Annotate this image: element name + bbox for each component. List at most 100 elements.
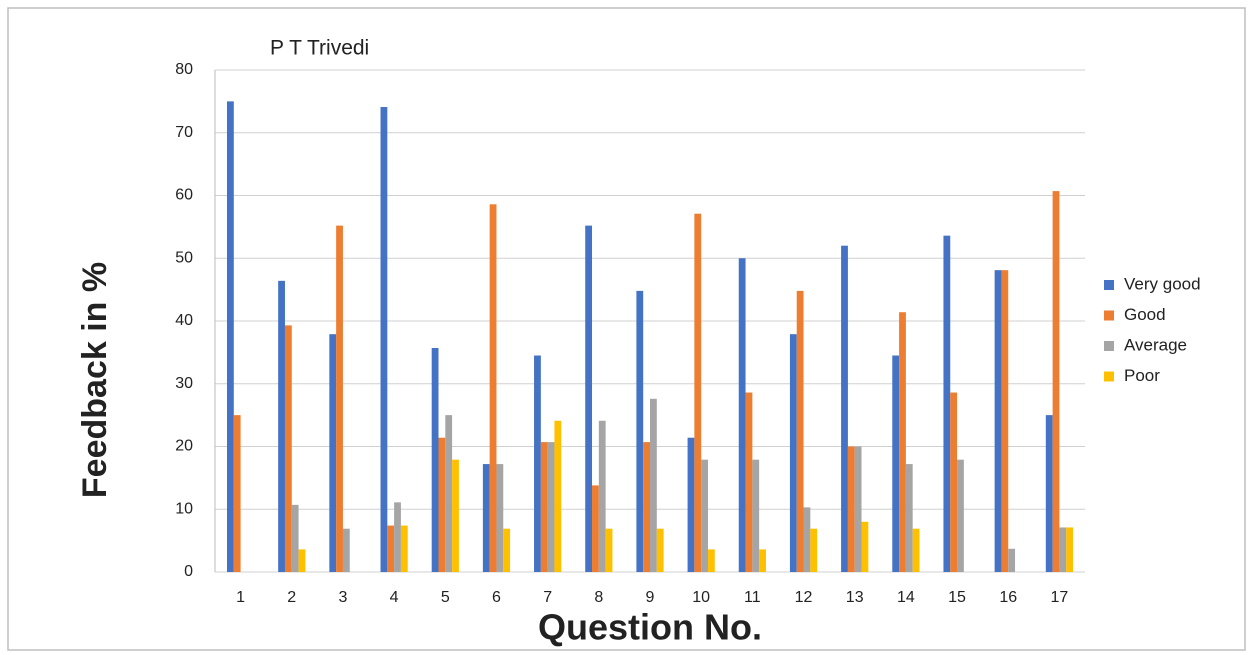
bar xyxy=(605,528,613,572)
bar xyxy=(687,437,695,572)
bar xyxy=(336,225,343,572)
bar xyxy=(1052,191,1060,573)
bar xyxy=(1045,415,1053,572)
x-tick-label: 11 xyxy=(744,589,761,606)
bar xyxy=(400,525,408,572)
bar xyxy=(707,549,715,572)
y-axis-label: Feedback in % xyxy=(76,262,114,498)
y-tick-label: 50 xyxy=(175,249,193,266)
x-tick-label: 14 xyxy=(897,589,915,606)
bar xyxy=(892,355,900,572)
legend-label: Good xyxy=(1124,305,1166,324)
y-tick-label: 30 xyxy=(175,375,193,392)
x-tick-label: 3 xyxy=(338,589,347,606)
bar xyxy=(650,398,657,572)
bar xyxy=(1008,548,1016,572)
bar xyxy=(598,420,606,572)
bar xyxy=(656,528,664,572)
x-axis-label: Question No. xyxy=(538,607,762,648)
bar xyxy=(496,464,504,572)
x-tick-label: 2 xyxy=(287,589,296,606)
x-tick-label: 10 xyxy=(692,589,710,606)
bar xyxy=(489,204,497,572)
bar xyxy=(554,420,562,572)
bar xyxy=(445,415,453,572)
bar xyxy=(745,392,753,572)
bar xyxy=(452,459,459,572)
bar xyxy=(796,290,804,572)
bar xyxy=(752,459,760,572)
x-tick-label: 7 xyxy=(543,589,552,606)
bar xyxy=(278,280,285,572)
bar xyxy=(841,245,848,572)
bar xyxy=(547,442,555,572)
bar xyxy=(592,485,599,572)
bar xyxy=(380,107,388,573)
bar xyxy=(759,549,766,572)
x-tick-label: 16 xyxy=(999,589,1017,606)
x-tick-label: 8 xyxy=(594,589,603,606)
legend-label: Very good xyxy=(1124,274,1201,293)
bar xyxy=(789,334,797,572)
chart-title: P T Trivedi xyxy=(270,37,369,60)
legend-label: Average xyxy=(1124,335,1187,354)
bar xyxy=(701,459,708,572)
bar xyxy=(950,392,958,572)
chart-frame xyxy=(7,7,1246,651)
bar xyxy=(284,325,292,572)
bar xyxy=(994,270,1002,572)
bar xyxy=(394,502,401,572)
bar xyxy=(298,549,306,572)
x-tick-label: 9 xyxy=(646,589,655,606)
x-tick-label: 5 xyxy=(441,589,450,606)
bar xyxy=(847,446,855,572)
bar xyxy=(810,528,818,572)
y-tick-label: 10 xyxy=(175,500,193,517)
bar xyxy=(342,528,350,572)
bar xyxy=(329,334,337,572)
bar xyxy=(1066,527,1074,572)
bar xyxy=(387,525,395,572)
bar xyxy=(1001,270,1009,572)
bar xyxy=(854,446,862,572)
bar xyxy=(643,442,650,572)
bar xyxy=(1059,527,1067,572)
bar xyxy=(482,464,490,572)
y-tick-label: 40 xyxy=(175,312,193,329)
legend-swatch xyxy=(1104,310,1114,321)
legend-swatch xyxy=(1104,280,1114,290)
x-tick-label: 1 xyxy=(236,589,245,606)
legend-label: Poor xyxy=(1124,366,1160,385)
legend-swatch xyxy=(1104,341,1114,351)
bar xyxy=(233,415,241,572)
bar xyxy=(738,258,746,572)
x-tick-label: 17 xyxy=(1051,589,1069,606)
x-tick-label: 13 xyxy=(846,589,864,606)
bar xyxy=(534,355,541,572)
x-tick-label: 4 xyxy=(390,589,399,606)
y-tick-label: 20 xyxy=(175,438,193,455)
bar xyxy=(503,528,511,572)
y-tick-label: 80 xyxy=(175,61,193,78)
bar xyxy=(899,312,906,572)
bar xyxy=(431,347,439,572)
y-tick-label: 60 xyxy=(175,187,193,204)
bar xyxy=(226,101,234,572)
bar xyxy=(905,464,913,572)
x-tick-label: 12 xyxy=(795,589,813,606)
bar xyxy=(291,504,299,572)
bar xyxy=(694,213,702,572)
bar xyxy=(957,459,964,572)
legend-swatch xyxy=(1104,371,1114,382)
y-tick-label: 0 xyxy=(184,563,193,580)
x-tick-label: 6 xyxy=(492,589,501,606)
bar xyxy=(943,235,951,572)
bar xyxy=(912,528,920,572)
bar xyxy=(585,225,593,572)
y-tick-label: 70 xyxy=(175,124,193,141)
x-tick-label: 15 xyxy=(948,589,966,606)
bar xyxy=(861,521,869,572)
bar xyxy=(636,290,644,572)
bar xyxy=(803,507,811,572)
